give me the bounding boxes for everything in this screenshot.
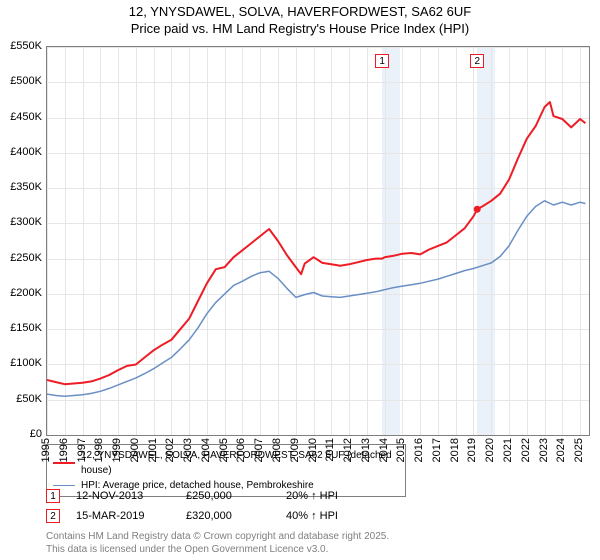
x-axis-label: 2022 — [520, 438, 532, 462]
sales-table: 1 12-NOV-2013 £250,000 20% ↑ HPI 2 15-MA… — [46, 486, 386, 526]
y-axis-label: £200K — [0, 287, 42, 299]
x-axis-label: 2017 — [431, 438, 443, 462]
x-axis-label: 2009 — [289, 438, 301, 462]
sales-row: 2 15-MAR-2019 £320,000 40% ↑ HPI — [46, 506, 386, 526]
title-line-2: Price paid vs. HM Land Registry's House … — [0, 21, 600, 38]
x-axis-label: 2019 — [466, 438, 478, 462]
y-axis-label: £50K — [0, 393, 42, 405]
x-axis-label: 2024 — [555, 438, 567, 462]
x-axis-label: 2003 — [182, 438, 194, 462]
sale-date: 12-NOV-2013 — [76, 490, 186, 502]
sale-marker-icon: 1 — [46, 489, 60, 503]
x-axis-label: 2014 — [378, 438, 390, 462]
chart-marker-icon: 1 — [375, 54, 389, 68]
x-axis-label: 2004 — [200, 438, 212, 462]
x-axis-label: 2025 — [573, 438, 585, 462]
x-axis-label: 2006 — [235, 438, 247, 462]
page-container: 12, YNYSDAWEL, SOLVA, HAVERFORDWEST, SA6… — [0, 0, 600, 560]
x-axis-label: 2023 — [538, 438, 550, 462]
x-axis-label: 1997 — [76, 438, 88, 462]
x-axis-label: 2005 — [218, 438, 230, 462]
sale-point-icon — [474, 206, 481, 213]
x-axis-label: 2008 — [271, 438, 283, 462]
x-axis-label: 2021 — [502, 438, 514, 462]
sale-marker-icon: 2 — [46, 509, 60, 523]
sale-pct: 40% ↑ HPI — [286, 510, 386, 522]
x-axis-label: 1995 — [40, 438, 52, 462]
series-hpi — [47, 201, 585, 396]
x-axis-label: 2018 — [449, 438, 461, 462]
x-axis-label: 2020 — [484, 438, 496, 462]
title-line-1: 12, YNYSDAWEL, SOLVA, HAVERFORDWEST, SA6… — [0, 4, 600, 21]
y-axis-label: £350K — [0, 181, 42, 193]
x-axis-label: 1996 — [58, 438, 70, 462]
y-axis-label: £450K — [0, 111, 42, 123]
y-axis-label: £550K — [0, 40, 42, 52]
series-price_paid — [47, 102, 585, 384]
title-block: 12, YNYSDAWEL, SOLVA, HAVERFORDWEST, SA6… — [0, 0, 600, 38]
x-axis-label: 2015 — [395, 438, 407, 462]
y-axis-label: £0 — [0, 428, 42, 440]
x-axis-label: 2011 — [324, 438, 336, 462]
x-axis-label: 1998 — [93, 438, 105, 462]
chart-marker-icon: 2 — [470, 54, 484, 68]
copyright-block: Contains HM Land Registry data © Crown c… — [46, 530, 389, 556]
sale-pct: 20% ↑ HPI — [286, 490, 386, 502]
sale-price: £250,000 — [186, 490, 286, 502]
x-axis-label: 2013 — [360, 438, 372, 462]
y-axis-label: £400K — [0, 146, 42, 158]
x-axis-label: 2007 — [253, 438, 265, 462]
x-axis-label: 2012 — [342, 438, 354, 462]
x-axis-label: 2002 — [164, 438, 176, 462]
x-axis-label: 2016 — [413, 438, 425, 462]
x-axis-label: 2000 — [129, 438, 141, 462]
chart-plot-area: 12 — [46, 46, 590, 436]
x-axis-label: 2001 — [147, 438, 159, 462]
y-axis-label: £300K — [0, 216, 42, 228]
sales-row: 1 12-NOV-2013 £250,000 20% ↑ HPI — [46, 486, 386, 506]
sale-price: £320,000 — [186, 510, 286, 522]
y-axis-label: £150K — [0, 322, 42, 334]
sale-date: 15-MAR-2019 — [76, 510, 186, 522]
copyright-line: This data is licensed under the Open Gov… — [46, 543, 389, 556]
x-axis-label: 2010 — [307, 438, 319, 462]
copyright-line: Contains HM Land Registry data © Crown c… — [46, 530, 389, 543]
y-axis-label: £500K — [0, 75, 42, 87]
y-axis-label: £250K — [0, 252, 42, 264]
y-axis-label: £100K — [0, 357, 42, 369]
x-axis-label: 1999 — [111, 438, 123, 462]
